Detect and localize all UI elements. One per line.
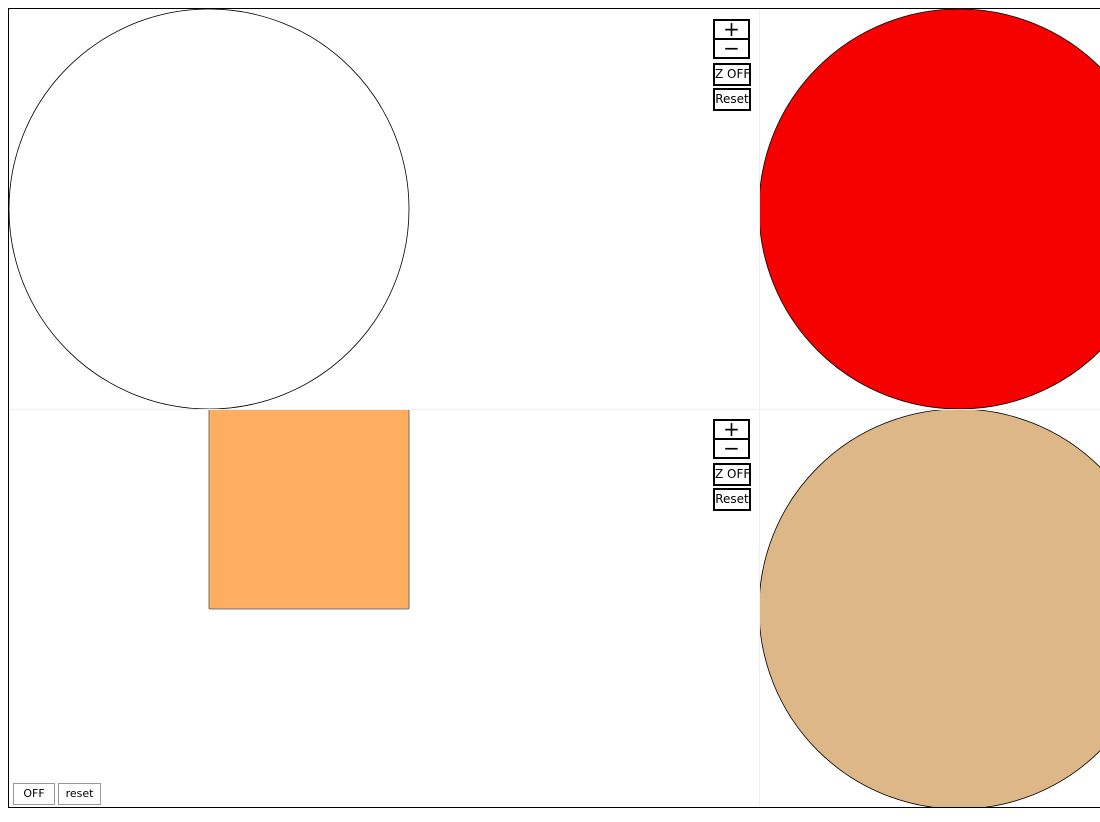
white-circle[interactable] (9, 9, 410, 409)
zoom-controls-top: + − Z OFF Reset (713, 19, 751, 111)
pane-bottom-right-svg (759, 409, 1100, 808)
zoom-out-button-bottom[interactable]: − (713, 438, 750, 459)
pane-top-left-svg (9, 9, 410, 409)
z-toggle-button-bottom[interactable]: Z OFF (713, 463, 751, 486)
zoom-out-button-top[interactable]: − (713, 38, 750, 59)
global-reset-button[interactable]: reset (58, 783, 101, 805)
pane-bottom-left[interactable] (9, 409, 759, 807)
zoom-controls-bottom: + − Z OFF Reset (713, 419, 751, 511)
tan-circle[interactable] (759, 409, 1100, 808)
vertical-divider (759, 9, 760, 807)
pane-top-right[interactable] (759, 9, 1100, 409)
pane-bottom-right[interactable] (759, 409, 1100, 808)
zoom-in-button-bottom[interactable]: + (713, 419, 750, 439)
orange-square[interactable] (208, 409, 410, 610)
z-toggle-button-top[interactable]: Z OFF (713, 63, 751, 86)
global-toggle-button[interactable]: OFF (13, 783, 55, 805)
horizontal-divider (9, 409, 1100, 410)
reset-button-bottom[interactable]: Reset (713, 488, 751, 511)
pane-bottom-left-svg (208, 409, 410, 610)
pane-top-right-svg (759, 9, 1100, 409)
zoom-in-button-top[interactable]: + (713, 19, 750, 39)
reset-button-top[interactable]: Reset (713, 88, 751, 111)
global-controls: OFF reset (13, 783, 101, 805)
pane-top-left[interactable] (9, 9, 759, 409)
canvas-frame: + − Z OFF Reset + − Z OFF Reset (8, 8, 1100, 808)
red-circle[interactable] (759, 9, 1100, 409)
